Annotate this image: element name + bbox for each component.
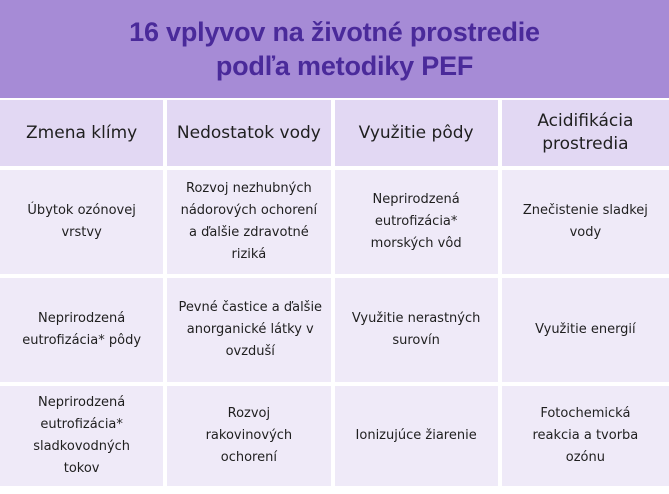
column-header-acidification: Acidifikácia prostredia <box>501 98 669 170</box>
column-header-land-use: Využitie pôdy <box>334 98 502 170</box>
cell-text: Úbytok ozónovej vrstvy <box>27 203 136 240</box>
column-header-label: Acidifikácia prostredia <box>537 111 634 154</box>
cell-text: Neprirodzená eutrofizácia* morských vôd <box>370 192 462 251</box>
column-header-label: Zmena klímy <box>26 122 138 143</box>
cell-text: Znečistenie sladkej vody <box>522 203 648 240</box>
impact-table: Zmena klímy Nedostatok vody Využitie pôd… <box>0 98 669 486</box>
table-cell: Znečistenie sladkej vody <box>501 170 669 278</box>
page-title-line-2: podľa metodiky PEF <box>215 51 474 81</box>
cell-text: Rozvoj nezhubných nádorových ochorení a … <box>180 181 318 262</box>
table-cell: Využitie nerastných surovín <box>334 278 502 386</box>
table-cell: Neprirodzená eutrofizácia* morských vôd <box>334 170 502 278</box>
table-cell: Fotochemická reakcia a tvorba ozónu <box>501 386 669 486</box>
table-cell: Ionizujúce žiarenie <box>334 386 502 486</box>
cell-text: Pevné častice a ďalšie anorganické látky… <box>178 300 323 359</box>
page-title-line-1: 16 vplyvov na životné prostredie <box>129 17 540 47</box>
table-cell: Neprirodzená eutrofizácia* sladkovodných… <box>0 386 168 486</box>
cell-text: Fotochemická reakcia a tvorba ozónu <box>532 406 639 465</box>
cell-text: Rozvoj rakovinových ochorení <box>205 406 293 465</box>
table-cell: Neprirodzená eutrofizácia* pôdy <box>0 278 168 386</box>
cell-text: Neprirodzená eutrofizácia* pôdy <box>22 311 142 348</box>
cell-text: Neprirodzená eutrofizácia* sladkovodných… <box>33 395 131 476</box>
column-header-label: Nedostatok vody <box>176 122 321 143</box>
table-cell: Pevné častice a ďalšie anorganické látky… <box>167 278 335 386</box>
table-row: Úbytok ozónovej vrstvy Rozvoj nezhubných… <box>0 170 669 278</box>
cell-text: Využitie energií <box>535 322 636 337</box>
cell-text: Ionizujúce žiarenie <box>355 428 477 443</box>
table-header-row: Zmena klímy Nedostatok vody Využitie pôd… <box>0 98 669 170</box>
table-cell: Rozvoj nezhubných nádorových ochorení a … <box>167 170 335 278</box>
table-row: Neprirodzená eutrofizácia* sladkovodných… <box>0 386 669 486</box>
table-row: Neprirodzená eutrofizácia* pôdy Pevné ča… <box>0 278 669 386</box>
table-cell: Využitie energií <box>501 278 669 386</box>
table-cell: Rozvoj rakovinových ochorení <box>167 386 335 486</box>
column-header-label: Využitie pôdy <box>358 122 474 143</box>
cell-text: Využitie nerastných surovín <box>351 311 481 348</box>
title-banner: 16 vplyvov na životné prostredie podľa m… <box>0 0 669 98</box>
column-header-climate-change: Zmena klímy <box>0 98 168 170</box>
column-header-water-scarcity: Nedostatok vody <box>167 98 335 170</box>
table-cell: Úbytok ozónovej vrstvy <box>0 170 168 278</box>
